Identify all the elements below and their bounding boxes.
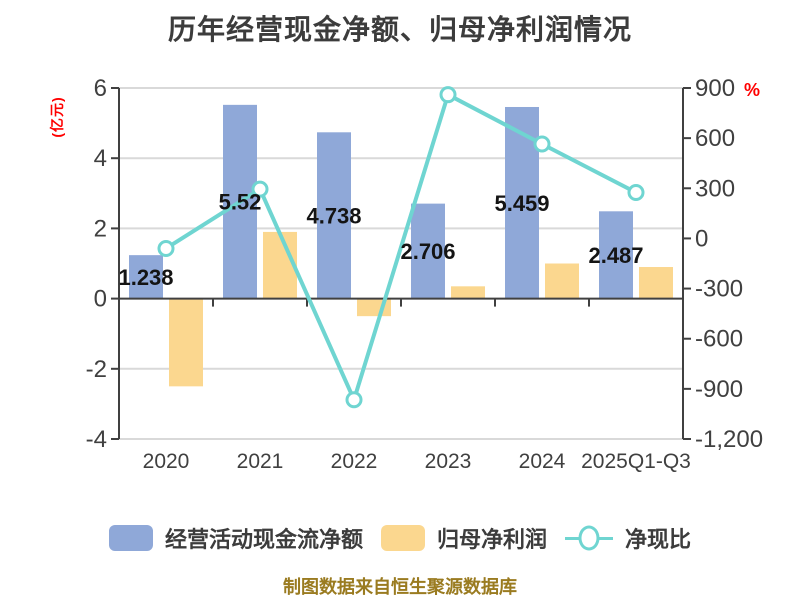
x-axis-label-2020: 2020 (143, 450, 190, 473)
legend-label-net-profit: 归母净利润 (436, 527, 547, 552)
bar-net-profit-2021 (263, 231, 297, 299)
left-axis-tick-label: -2 (86, 356, 107, 383)
bar-net-profit-2023 (451, 286, 485, 299)
footer-note: 制图数据来自恒生聚源数据库 (283, 577, 517, 597)
legend-item-net-cash-ratio[interactable]: 净现比 (565, 522, 691, 554)
line-marker-2024 (533, 135, 551, 153)
bar-net-profit-2025Q1-Q3 (639, 267, 673, 299)
bar-net-profit-2020 (169, 298, 203, 387)
x-axis-label-2021: 2021 (237, 450, 284, 473)
bar-operating-cashflow-2020 (129, 255, 163, 299)
bar-value-label-2021: 5.52 (219, 190, 262, 215)
right-axis-tick-label: -900 (695, 376, 743, 403)
right-axis-tick-label: 0 (695, 225, 708, 252)
legend-label-net-cash-ratio: 净现比 (625, 527, 692, 552)
line-marker-2021 (251, 180, 269, 198)
right-axis-tick-label: -1,200 (695, 426, 763, 453)
line-marker-2020 (157, 239, 175, 257)
legend-swatch-blue-bar-icon (108, 525, 153, 551)
x-axis-label-2025Q1-Q3: 2025Q1-Q3 (581, 450, 691, 473)
right-axis-tick-label: 300 (695, 175, 735, 202)
bar-value-label-2023: 2.706 (400, 239, 455, 264)
legend-item-operating-cashflow[interactable]: 经营活动现金流净额 (108, 522, 363, 554)
right-axis-tick-label: 600 (695, 125, 735, 152)
x-axis-label-2024: 2024 (519, 450, 566, 473)
bar-operating-cashflow-2023 (411, 203, 445, 299)
left-axis-tick-label: 0 (94, 286, 107, 313)
legend: 经营活动现金流净额 归母净利润 净现比 (0, 520, 800, 556)
right-axis-tick-label: 900 (695, 75, 735, 102)
net-cash-ratio-line (164, 92, 638, 402)
line-marker-2025Q1-Q3 (627, 183, 645, 201)
x-axis-label-2023: 2023 (425, 450, 472, 473)
legend-swatch-yellow-bar-icon (380, 525, 425, 551)
legend-label-operating-cashflow: 经营活动现金流净额 (164, 527, 363, 552)
right-axis-tick-label: -600 (695, 326, 743, 353)
left-axis-tick-label: -4 (86, 426, 107, 453)
bar-value-label-2020: 1.238 (118, 265, 173, 290)
right-axis-unit-label: % (744, 80, 761, 100)
bar-net-profit-2024 (545, 263, 579, 299)
left-axis-tick-label: 6 (94, 75, 107, 102)
right-axis-tick-label: -300 (695, 276, 743, 303)
left-axis-tick-label: 4 (94, 145, 107, 172)
x-axis-label-2022: 2022 (331, 450, 378, 473)
bar-value-label-2025Q1-Q3: 2.487 (588, 243, 643, 268)
legend-item-net-profit[interactable]: 归母净利润 (380, 522, 547, 554)
bar-operating-cashflow-2022 (317, 132, 351, 299)
legend-line-dot-icon (565, 525, 613, 551)
bar-operating-cashflow-2025Q1-Q3 (599, 211, 633, 299)
line-marker-2023 (439, 86, 457, 104)
left-axis-tick-label: 2 (94, 215, 107, 242)
bar-value-label-2024: 5.459 (494, 191, 549, 216)
chart-title: 历年经营现金净额、归母净利润情况 (167, 14, 632, 45)
line-marker-2022 (345, 391, 363, 409)
bar-value-label-2022: 4.738 (306, 203, 361, 228)
